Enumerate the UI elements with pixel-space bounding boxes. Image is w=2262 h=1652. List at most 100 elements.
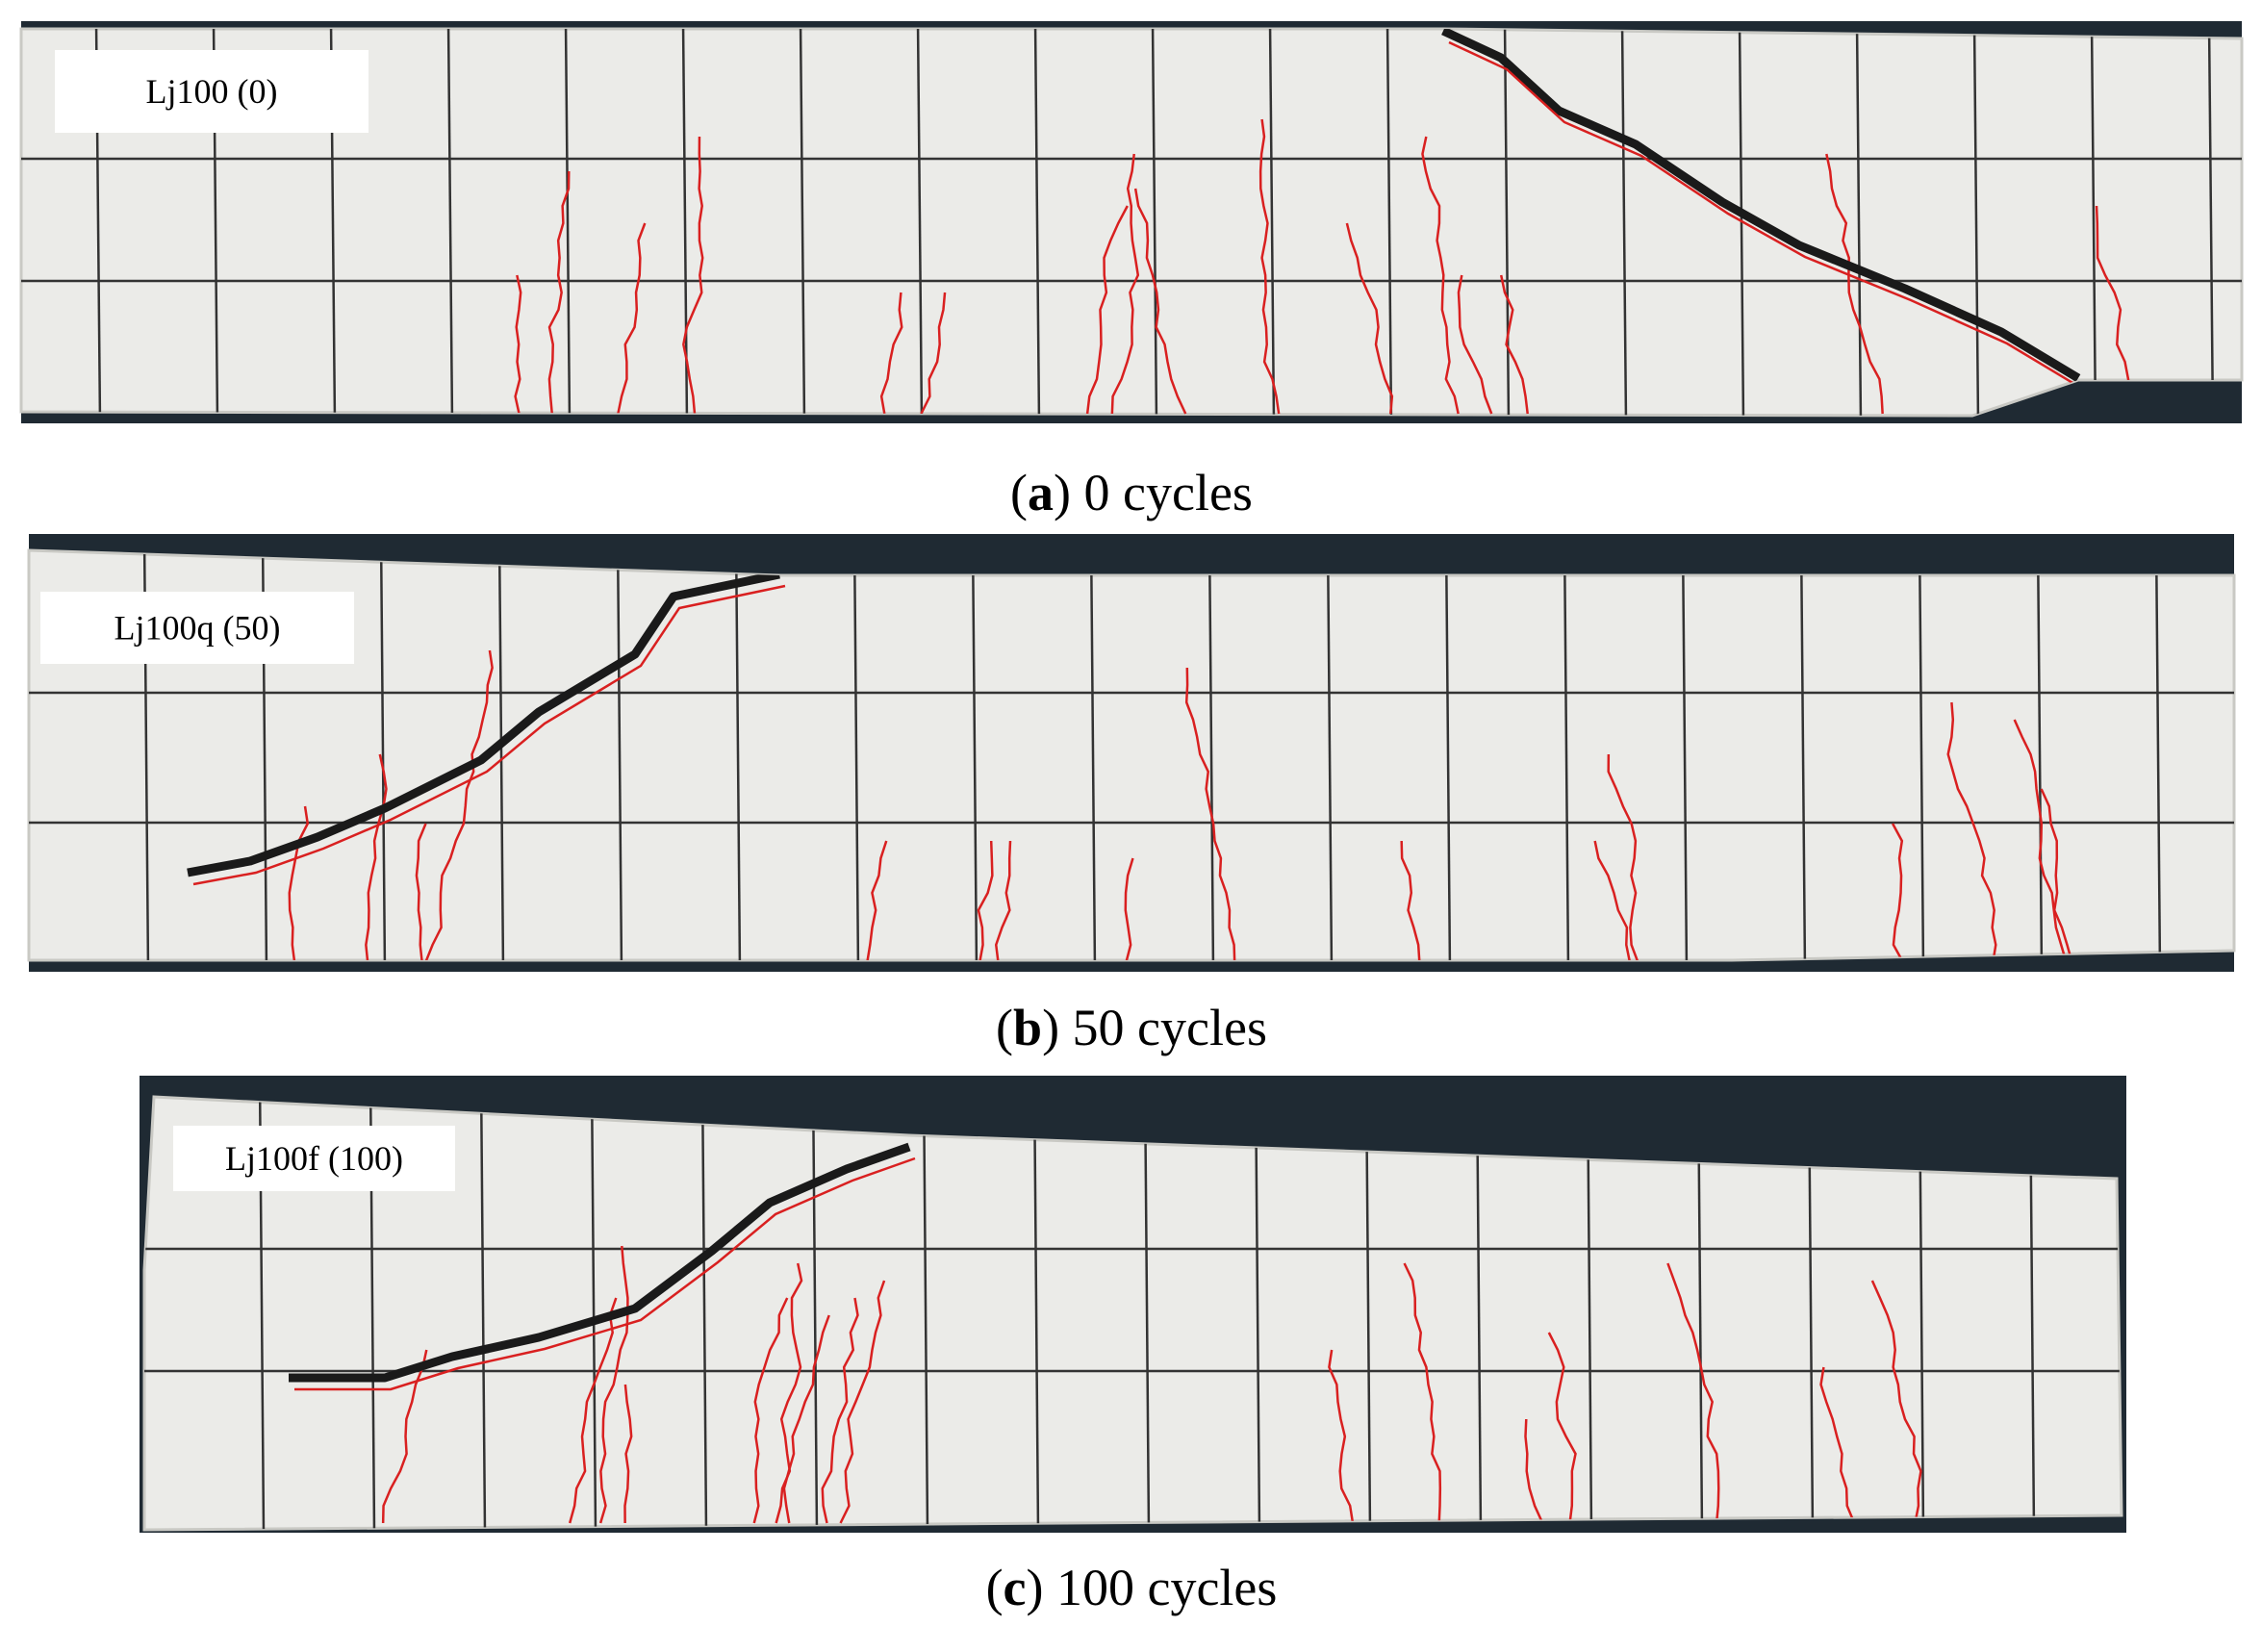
caption-open: ( xyxy=(996,999,1013,1056)
crack-sketch xyxy=(2095,205,2131,415)
grid-line xyxy=(1089,550,1097,960)
crack-sketch xyxy=(1400,840,1421,960)
grid-line xyxy=(1385,29,1393,416)
crack-sketch xyxy=(2013,719,2068,960)
main-crack xyxy=(187,570,780,877)
crack-sketch xyxy=(1258,118,1281,415)
crack-sketch xyxy=(623,1384,633,1524)
panel: Lj100q (50) (b) 50 cycles xyxy=(27,534,2236,1056)
crack-sketch xyxy=(1825,153,1884,415)
crack-sketch xyxy=(839,1280,886,1524)
label-box xyxy=(55,50,369,133)
grid-line xyxy=(1207,550,1215,960)
crack-sketch xyxy=(1133,188,1187,415)
specimen-label: Lj100 (0) xyxy=(146,72,278,111)
crack-sketch xyxy=(1499,274,1529,415)
caption: (c) 100 cycles xyxy=(986,1559,1278,1616)
grid-line xyxy=(379,550,387,960)
crack-sketch xyxy=(1666,1262,1720,1524)
main-crack xyxy=(289,1142,911,1383)
grid-line xyxy=(497,550,505,960)
crack-trace xyxy=(294,1156,916,1391)
grid-line xyxy=(734,550,742,960)
crack-sketch xyxy=(568,1297,618,1524)
crack-sketch xyxy=(415,823,427,960)
panel: Lj100f (100) (c) 100 cycles xyxy=(140,1076,2126,1616)
grid-line xyxy=(1620,29,1628,416)
grid-line xyxy=(1151,29,1158,416)
grid-line xyxy=(1326,550,1334,960)
caption-text: ) 100 cycles xyxy=(1027,1559,1278,1616)
crack-sketch xyxy=(1110,153,1140,415)
crack-sketch xyxy=(365,753,388,960)
caption-letter: a xyxy=(1028,464,1054,521)
crack-sketch xyxy=(1870,1280,1922,1524)
beam-markings xyxy=(29,550,2234,960)
crack-sketch xyxy=(977,840,994,960)
crack-sketch xyxy=(1607,753,1639,960)
grid-line xyxy=(1364,1097,1372,1530)
crack-sketch xyxy=(617,222,647,415)
grid-line xyxy=(479,1097,487,1530)
crack-sketch xyxy=(598,1245,629,1524)
beam xyxy=(27,548,2236,962)
grid-line xyxy=(2207,29,2215,416)
crack-sketch xyxy=(2040,788,2073,960)
panel: Lj100 (0) (a) 0 cycles xyxy=(19,21,2244,521)
crack-sketch xyxy=(752,1297,789,1524)
label-box xyxy=(40,592,354,664)
grid-line xyxy=(1799,550,1807,960)
beam-markings xyxy=(144,1097,2122,1530)
grid-line xyxy=(1143,1097,1151,1530)
grid-line xyxy=(700,1097,708,1530)
crack-sketch xyxy=(1184,667,1236,960)
crack-sketch xyxy=(424,649,494,960)
grid-line xyxy=(799,29,806,416)
crack-sketch xyxy=(1946,701,1997,960)
crack-sketch xyxy=(381,1349,428,1524)
crack-sketch xyxy=(547,170,571,415)
caption: (b) 50 cycles xyxy=(996,999,1267,1056)
grid-line xyxy=(1254,1097,1261,1530)
main-crack xyxy=(1441,29,2081,382)
crack-sketch xyxy=(994,840,1012,960)
grid-line xyxy=(446,29,454,416)
crack-sketch xyxy=(821,1297,859,1524)
crack-sketch xyxy=(1819,1366,1856,1524)
grid-line xyxy=(1563,550,1570,960)
caption-open: ( xyxy=(1010,464,1028,521)
grid-line xyxy=(1918,550,1925,960)
grid-line xyxy=(564,29,572,416)
grid-line xyxy=(811,1097,819,1530)
crack-sketch xyxy=(1124,857,1134,960)
beam xyxy=(142,1095,2123,1532)
grid-line xyxy=(2154,550,2162,960)
crack-sketch xyxy=(514,274,522,415)
grid-line xyxy=(852,550,860,960)
grid-line xyxy=(1503,29,1511,416)
crack-sketch xyxy=(782,1314,830,1524)
grid-line xyxy=(1972,29,1980,416)
crack-sketch xyxy=(1421,136,1460,415)
label-box xyxy=(173,1126,455,1191)
crack-sketch xyxy=(1328,1349,1355,1524)
crack-sketch xyxy=(682,136,704,415)
crack-trace xyxy=(192,584,786,886)
crack-sketch xyxy=(1345,222,1394,415)
grid-line xyxy=(1681,550,1689,960)
grid-line xyxy=(922,1097,929,1530)
crack-sketch xyxy=(288,805,310,960)
grid-line xyxy=(971,550,979,960)
grid-line xyxy=(916,29,924,416)
caption-open: ( xyxy=(986,1559,1004,1616)
crack-sketch xyxy=(866,840,888,960)
grid-line xyxy=(1033,29,1041,416)
caption-letter: c xyxy=(1004,1559,1027,1616)
crack-sketch xyxy=(1891,823,1905,960)
caption: (a) 0 cycles xyxy=(1010,464,1253,521)
grid-line xyxy=(2090,29,2097,416)
crack-sketch xyxy=(1593,840,1632,960)
crack-sketch xyxy=(1524,1418,1544,1524)
